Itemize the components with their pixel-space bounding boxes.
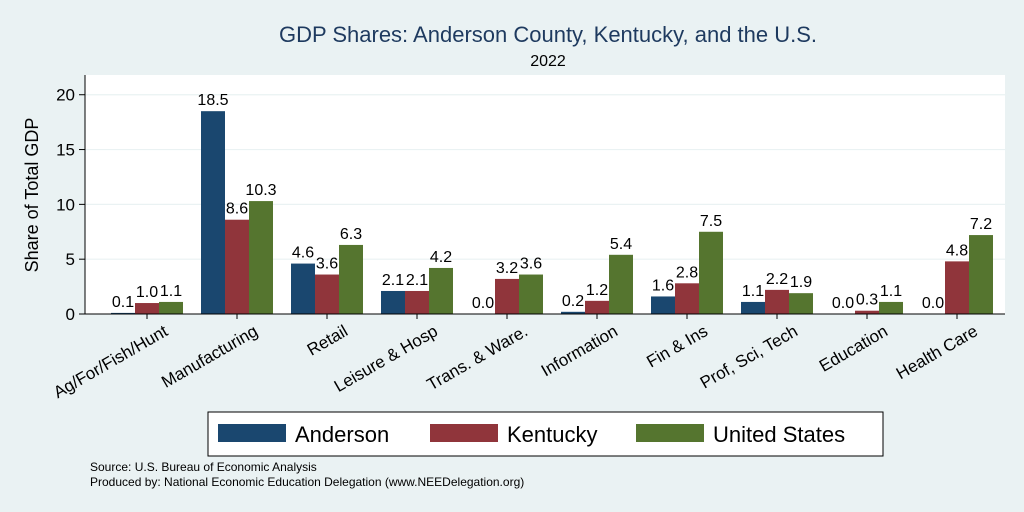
x-tick-label: Manufacturing xyxy=(158,321,261,391)
bar xyxy=(381,290,405,314)
data-label: 0.1 xyxy=(112,294,134,311)
bar xyxy=(291,263,315,314)
bar xyxy=(249,201,273,314)
source-notes: Source: U.S. Bureau of Economic Analysis… xyxy=(90,460,524,490)
data-label: 4.6 xyxy=(292,245,314,262)
bar xyxy=(135,303,159,314)
bar xyxy=(699,231,723,314)
legend-label: Anderson xyxy=(295,422,389,447)
data-label: 1.1 xyxy=(160,283,182,300)
y-tick-label: 5 xyxy=(66,250,75,269)
bar xyxy=(429,267,453,314)
chart-subtitle: 2022 xyxy=(530,53,566,70)
bars: 0.11.0 1.118.58.610.34.63.66.32.1 2.14.20.… xyxy=(111,92,993,315)
bar xyxy=(405,290,429,314)
bar xyxy=(225,219,249,314)
bar xyxy=(495,278,519,314)
data-label: 0.0 xyxy=(472,295,494,312)
bar xyxy=(111,312,135,314)
y-tick-label: 20 xyxy=(56,86,75,105)
x-tick-label: Fin & Ins xyxy=(643,321,711,371)
legend: Anderson Kentucky United States xyxy=(207,411,884,457)
legend-box xyxy=(207,411,884,457)
data-label: 18.5 xyxy=(197,92,228,109)
data-label: 4.2 xyxy=(430,249,452,266)
data-label: 0.0 xyxy=(832,295,854,312)
x-tick-label: Education xyxy=(816,321,891,375)
data-label: 2.1 xyxy=(382,272,404,289)
bar xyxy=(879,301,903,314)
chart-title: GDP Shares: Anderson County, Kentucky, a… xyxy=(279,22,817,47)
data-label: 3.6 xyxy=(520,256,542,273)
data-label: 5.4 xyxy=(610,236,632,253)
x-tick-label: Prof, Sci, Tech xyxy=(697,321,801,392)
legend-swatch xyxy=(636,424,704,442)
bar xyxy=(159,301,183,314)
data-label: 1.0 xyxy=(136,284,158,301)
legend-swatch xyxy=(218,424,286,442)
bar xyxy=(789,293,813,314)
x-tick-label: Information xyxy=(538,321,621,380)
bar xyxy=(339,244,363,314)
data-label: 6.3 xyxy=(340,226,362,243)
data-label: 7.5 xyxy=(700,213,722,230)
data-label: 10.3 xyxy=(245,182,276,199)
produced-by-note: Produced by: National Economic Education… xyxy=(90,475,525,489)
y-tick-label: 15 xyxy=(56,141,75,160)
data-label: 0.0 xyxy=(922,295,944,312)
data-label: 1.2 xyxy=(586,282,608,299)
bar xyxy=(519,274,543,314)
x-tick-label: Health Care xyxy=(893,321,981,383)
x-tick-label: Trans. & Ware. xyxy=(424,321,531,394)
legend-label: Kentucky xyxy=(507,422,598,447)
source-note: Source: U.S. Bureau of Economic Analysis xyxy=(90,460,317,474)
bar xyxy=(315,274,339,314)
bar xyxy=(585,300,609,314)
data-label: 0.3 xyxy=(856,292,878,309)
data-label: 2.8 xyxy=(676,264,698,281)
bar xyxy=(855,310,879,314)
bar xyxy=(651,296,675,314)
data-label: 4.8 xyxy=(946,242,968,259)
y-tick-label: 0 xyxy=(66,305,75,324)
x-tick-label: Retail xyxy=(304,321,351,359)
data-label: 8.6 xyxy=(226,201,248,218)
y-axis-title: Share of Total GDP xyxy=(22,118,42,273)
legend-swatch xyxy=(430,424,498,442)
data-label: 1.1 xyxy=(742,283,764,300)
bar xyxy=(765,289,789,314)
bar xyxy=(675,283,699,314)
bar xyxy=(945,261,969,314)
data-label: 1.9 xyxy=(790,274,812,291)
data-label: 3.6 xyxy=(316,256,338,273)
x-tick-label: Ag/For/Fish/Hunt xyxy=(50,321,171,402)
bar xyxy=(741,301,765,314)
bar xyxy=(609,254,633,314)
data-label: 1.6 xyxy=(652,277,674,294)
legend-label: United States xyxy=(713,422,845,447)
data-label: 7.2 xyxy=(970,216,992,233)
data-label: 2.1 xyxy=(406,272,428,289)
data-label: 3.2 xyxy=(496,260,518,277)
bar xyxy=(201,111,225,315)
data-label: 2.2 xyxy=(766,271,788,288)
bar xyxy=(969,235,993,314)
y-tick-label: 10 xyxy=(56,195,75,214)
bar xyxy=(561,311,585,314)
data-label: 1.1 xyxy=(880,283,902,300)
data-label: 0.2 xyxy=(562,293,584,310)
